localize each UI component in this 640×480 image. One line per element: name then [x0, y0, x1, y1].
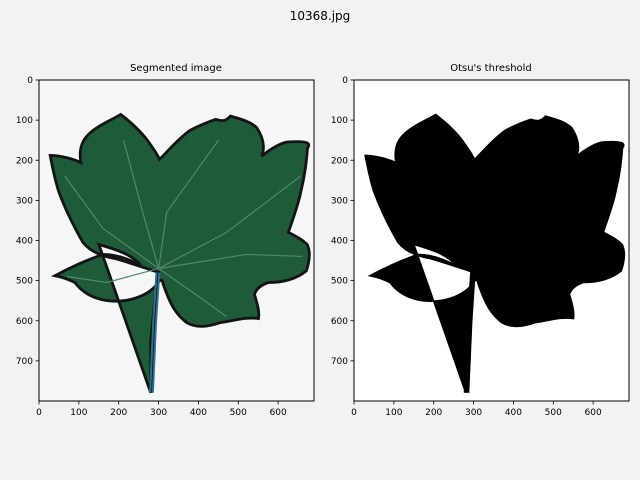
y-tick-label: 700	[331, 357, 348, 367]
y-tick-label: 100	[331, 116, 348, 126]
x-tick-label: 200	[425, 408, 442, 418]
y-tick-label: 200	[331, 156, 348, 166]
y-tick-label: 500	[16, 277, 33, 287]
y-tick-label: 700	[16, 357, 33, 367]
x-tick-label: 500	[545, 408, 562, 418]
figure-title: 10368.jpg	[289, 9, 351, 23]
y-tick-label: 300	[16, 196, 33, 206]
x-tick-label: 400	[190, 408, 207, 418]
y-tick-label: 600	[16, 317, 33, 327]
x-tick-label: 200	[110, 408, 127, 418]
panel-otsu-threshold: Otsu's threshold 0 100 200 300 400 500 600 0 10…	[331, 63, 630, 418]
y-tick-label: 200	[16, 156, 33, 166]
panel-segmented-image: Segmented image 0 100 200 300 400 500 600 0 100…	[16, 63, 315, 418]
leaf-image	[48, 113, 311, 395]
x-tick-label: 0	[36, 408, 42, 418]
x-axis: 0 100 200 300 400 500 600	[36, 401, 287, 418]
x-axis: 0 100 200 300 400 500 600	[351, 401, 602, 418]
x-tick-label: 600	[270, 408, 287, 418]
panel-title: Segmented image	[130, 63, 222, 74]
x-tick-label: 500	[230, 408, 247, 418]
panel-title: Otsu's threshold	[450, 63, 532, 74]
x-tick-label: 400	[505, 408, 522, 418]
x-tick-label: 600	[585, 408, 602, 418]
y-tick-label: 0	[27, 76, 33, 86]
y-tick-label: 400	[16, 237, 33, 247]
x-tick-label: 300	[150, 408, 167, 418]
y-axis: 0 100 200 300 400 500 600 700	[16, 76, 39, 367]
x-tick-label: 300	[465, 408, 482, 418]
y-tick-label: 500	[331, 277, 348, 287]
y-tick-label: 400	[331, 237, 348, 247]
y-axis: 0 100 200 300 400 500 600 700	[331, 76, 354, 367]
y-tick-label: 300	[331, 196, 348, 206]
x-tick-label: 0	[351, 408, 357, 418]
y-tick-label: 600	[331, 317, 348, 327]
x-tick-label: 100	[70, 408, 87, 418]
y-tick-label: 100	[16, 116, 33, 126]
y-tick-label: 0	[342, 76, 348, 86]
x-tick-label: 100	[385, 408, 402, 418]
leaf-veins	[64, 139, 303, 318]
threshold-mask-image	[364, 113, 626, 394]
